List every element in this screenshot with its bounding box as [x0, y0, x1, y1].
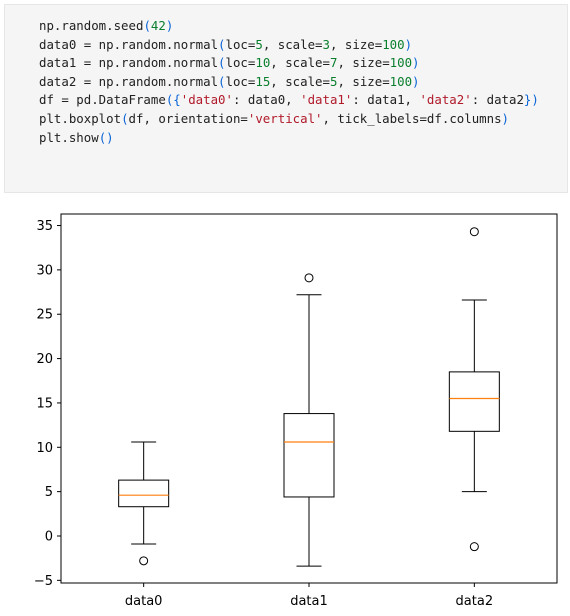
code-token: loc=	[225, 55, 256, 71]
code-token: 5	[255, 36, 263, 52]
code-token: , size=	[337, 73, 390, 89]
code-token: : data0,	[232, 92, 301, 108]
code-line: plt.boxplot(df, orientation='vertical', …	[39, 110, 539, 129]
x-tick-label: data1	[290, 594, 328, 609]
outlier-point	[139, 556, 149, 566]
code-token: plt.boxplot	[39, 110, 122, 126]
code-token: , scale=	[270, 73, 330, 89]
code-line: df = pd.DataFrame({'data0': data0, 'data…	[39, 91, 539, 110]
box-data1	[283, 413, 335, 498]
code-token: (	[218, 36, 226, 52]
code-token: 100	[389, 73, 413, 89]
box-data2	[448, 371, 500, 432]
code-token: ()	[98, 129, 114, 145]
y-tick-label: 5	[45, 485, 53, 500]
outlier-point	[469, 227, 479, 237]
code-token: 'data2'	[419, 92, 472, 108]
code-token: 3	[322, 36, 330, 52]
box-data0	[118, 479, 170, 508]
code-token: (	[143, 18, 151, 33]
outlier-point	[469, 542, 479, 552]
code-token: : data2	[471, 92, 524, 108]
code-token: )	[412, 55, 420, 71]
code-token: , tick_labels=df.columns	[322, 110, 502, 126]
code-line: data1 = np.random.normal(loc=10, scale=7…	[39, 54, 539, 73]
code-token: df = pd.DataFrame	[39, 92, 166, 108]
code-token: 10	[255, 55, 271, 71]
code-token: , size=	[337, 55, 390, 71]
code-line: data2 = np.random.normal(loc=15, scale=5…	[39, 73, 539, 92]
code-line: plt.show()	[39, 129, 539, 148]
code-token: data0 = np.random.normal	[39, 36, 219, 52]
y-tick-label: 0	[45, 529, 53, 544]
code-token: 'vertical'	[247, 110, 323, 126]
code-token: 100	[382, 36, 405, 52]
code-token: , size=	[329, 36, 383, 52]
code-token: : data1,	[352, 92, 420, 108]
code-token: data2 = np.random.normal	[39, 73, 219, 89]
code-token: 'data1'	[300, 92, 353, 108]
code-token: })	[523, 92, 539, 108]
y-tick-label: 15	[36, 396, 53, 411]
code-token: )	[404, 36, 413, 52]
code-line: np.random.seed(42)	[39, 17, 539, 36]
y-tick-label: 30	[36, 263, 53, 278]
code-cell[interactable]: np.random.seed(42) data0 = np.random.norm…	[4, 4, 568, 193]
x-tick-label: data2	[456, 594, 494, 609]
code-token: 'data0'	[180, 92, 233, 108]
code-token: , scale=	[262, 36, 323, 52]
code-token: 100	[389, 55, 413, 71]
code-line: data0 = np.random.normal(loc=5, scale=3,…	[39, 36, 539, 55]
code-token: , scale=	[270, 55, 330, 71]
x-tick-label: data0	[125, 594, 163, 609]
code-token: np.random.seed	[39, 18, 144, 33]
y-tick-label: 10	[36, 441, 53, 456]
y-tick-label: 25	[36, 308, 53, 323]
code-token: loc=	[225, 36, 256, 52]
code-token: (	[218, 55, 226, 71]
code-token: )	[165, 18, 174, 33]
boxplot-chart: −5 0 5 10 15 20 25 30 35 data0 data1 data2	[34, 213, 558, 609]
y-tick-label: −5	[34, 574, 53, 589]
code-token: 7	[329, 55, 338, 71]
outlier-point	[304, 273, 314, 283]
code-token: data1 = np.random.normal	[39, 55, 219, 71]
code-token: (	[218, 73, 226, 89]
code-token: df, orientation=	[128, 110, 248, 126]
code-token: 15	[255, 73, 271, 89]
code-token: (	[121, 110, 129, 126]
code-token: loc=	[225, 73, 256, 89]
y-tick-label: 20	[36, 352, 53, 367]
code-token: )	[501, 110, 510, 126]
code-token: 42	[150, 18, 166, 33]
code-token: ({	[165, 92, 181, 108]
y-tick-label: 35	[36, 219, 53, 234]
code-token: 5	[329, 73, 338, 89]
code-token: )	[412, 73, 420, 89]
code-block[interactable]: np.random.seed(42) data0 = np.random.norm…	[39, 17, 539, 147]
code-token: plt.show	[39, 129, 99, 145]
